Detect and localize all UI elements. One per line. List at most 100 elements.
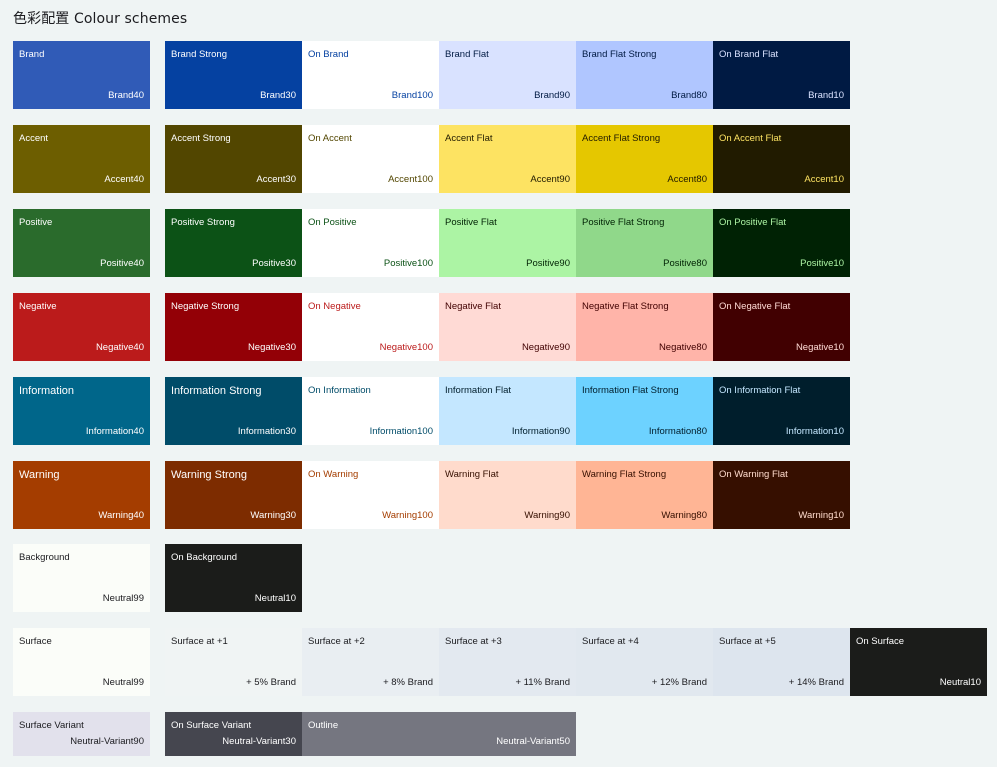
colour-swatch-negative-flat: Negative Flat Negative90 xyxy=(439,293,576,361)
swatch-token-label: Brand100 xyxy=(391,90,433,101)
colour-swatch-brand-flat-strong: Brand Flat Strong Brand80 xyxy=(576,41,713,109)
colour-swatch-on-warning: On Warning Warning100 xyxy=(302,461,439,529)
colour-swatch-on-positive: On Positive Positive100 xyxy=(302,209,439,277)
swatch-token-label: Positive30 xyxy=(252,258,296,269)
swatch-role-label: Brand Flat Strong xyxy=(582,49,657,60)
colour-swatch-on-background: On Background Neutral10 xyxy=(165,544,302,612)
swatch-role-label: On Warning xyxy=(308,469,359,480)
swatch-token-label: Brand80 xyxy=(671,90,707,101)
swatch-token-label: Positive100 xyxy=(383,258,433,269)
colour-swatch-on-brand-flat: On Brand Flat Brand10 xyxy=(713,41,850,109)
colour-swatch-positive-flat: Positive Flat Positive90 xyxy=(439,209,576,277)
swatch-token-label: Positive40 xyxy=(100,258,144,269)
colour-swatch-accent-strong: Accent Strong Accent30 xyxy=(165,125,302,193)
colour-swatch-surface-at-4: Surface at +4 + 12% Brand xyxy=(576,628,713,696)
swatch-role-label: On Background xyxy=(171,552,238,563)
swatch-role-label: Background xyxy=(19,552,70,563)
colour-swatch-on-positive-flat: On Positive Flat Positive10 xyxy=(713,209,850,277)
swatch-token-label: Neutral10 xyxy=(939,677,981,688)
swatch-role-label: Warning Flat Strong xyxy=(582,469,667,480)
colour-swatch-accent-flat-strong: Accent Flat Strong Accent80 xyxy=(576,125,713,193)
colour-swatch-information-flat-strong: Information Flat Strong Information80 xyxy=(576,377,713,445)
swatch-role-label: Surface at +1 xyxy=(171,636,228,647)
swatch-token-label: Information40 xyxy=(85,426,144,437)
page-title: 色彩配置 Colour schemes xyxy=(13,11,188,27)
colour-row-information: Information Information40 Information Stro… xyxy=(0,377,997,445)
swatch-role-label: Positive xyxy=(19,217,53,228)
colour-swatch-surface-at-5: Surface at +5 + 14% Brand xyxy=(713,628,850,696)
swatch-token-label: + 5% Brand xyxy=(246,677,296,688)
colour-swatch-information-strong: Information Strong Information30 xyxy=(165,377,302,445)
swatch-role-label: On Accent Flat xyxy=(719,133,782,144)
colour-swatch-negative: Negative Negative40 xyxy=(13,293,150,361)
swatch-role-label: Surface Variant xyxy=(19,720,84,731)
swatch-token-label: Neutral-Variant30 xyxy=(222,736,296,747)
swatch-token-label: Accent10 xyxy=(804,174,844,185)
colour-swatch-surface-at-1: Surface at +1 + 5% Brand xyxy=(165,628,302,696)
swatch-token-label: Negative80 xyxy=(658,342,707,353)
swatch-token-label: Positive90 xyxy=(526,258,570,269)
swatch-token-label: Warning100 xyxy=(382,510,433,521)
colour-swatch-brand-strong: Brand Strong Brand30 xyxy=(165,41,302,109)
colour-swatch-on-surface-variant: On Surface Variant Neutral-Variant30 xyxy=(165,712,302,756)
swatch-role-label: Negative Flat Strong xyxy=(582,301,669,312)
colour-swatch-negative-flat-strong: Negative Flat Strong Negative80 xyxy=(576,293,713,361)
swatch-token-label: Accent90 xyxy=(530,174,570,185)
colour-swatch-accent: Accent Accent40 xyxy=(13,125,150,193)
swatch-token-label: Neutral99 xyxy=(102,593,144,604)
colour-swatch-background: Background Neutral99 xyxy=(13,544,150,612)
swatch-token-label: Neutral-Variant50 xyxy=(496,736,570,747)
swatch-role-label: Positive Strong xyxy=(171,217,235,228)
swatch-role-label: Warning Flat xyxy=(445,469,499,480)
swatch-role-label: Information Flat xyxy=(445,385,511,396)
swatch-role-label: On Information Flat xyxy=(719,385,801,396)
swatch-role-label: On Positive xyxy=(308,217,357,228)
colour-swatch-on-negative: On Negative Negative100 xyxy=(302,293,439,361)
swatch-token-label: + 12% Brand xyxy=(651,677,707,688)
colour-swatch-information-flat: Information Flat Information90 xyxy=(439,377,576,445)
swatch-role-label: Surface at +3 xyxy=(445,636,502,647)
swatch-role-label: Brand Strong xyxy=(171,49,227,60)
swatch-role-label: Positive Flat xyxy=(445,217,497,228)
swatch-token-label: Information90 xyxy=(511,426,570,437)
swatch-token-label: Information30 xyxy=(237,426,296,437)
swatch-role-label: On Warning Flat xyxy=(719,469,788,480)
swatch-token-label: Positive80 xyxy=(663,258,707,269)
swatch-role-label: Accent Flat Strong xyxy=(582,133,661,144)
swatch-role-label: Negative xyxy=(19,301,57,312)
colour-row-accent: Accent Accent40 Accent Strong Accent30 On Ac… xyxy=(0,125,997,193)
swatch-role-label: Surface at +5 xyxy=(719,636,776,647)
swatch-role-label: On Negative xyxy=(308,301,361,312)
swatch-role-label: Negative Flat xyxy=(445,301,501,312)
swatch-token-label: Warning10 xyxy=(798,510,844,521)
swatch-role-label: Warning Strong xyxy=(171,469,248,481)
swatch-token-label: Neutral99 xyxy=(102,677,144,688)
swatch-role-label: On Negative Flat xyxy=(719,301,791,312)
swatch-role-label: Brand Flat xyxy=(445,49,489,60)
colour-swatch-outline: Outline Neutral-Variant50 xyxy=(302,712,576,756)
swatch-token-label: Negative30 xyxy=(247,342,296,353)
colour-swatch-on-brand: On Brand Brand100 xyxy=(302,41,439,109)
colour-swatch-surface-at-2: Surface at +2 + 8% Brand xyxy=(302,628,439,696)
swatch-token-label: Information10 xyxy=(785,426,844,437)
colour-swatch-accent-flat: Accent Flat Accent90 xyxy=(439,125,576,193)
swatch-role-label: Accent xyxy=(19,133,49,144)
colour-swatch-negative-strong: Negative Strong Negative30 xyxy=(165,293,302,361)
swatch-token-label: Information100 xyxy=(369,426,433,437)
swatch-role-label: Information xyxy=(19,385,75,397)
swatch-role-label: On Positive Flat xyxy=(719,217,787,228)
colour-swatch-positive: Positive Positive40 xyxy=(13,209,150,277)
colour-swatch-on-accent-flat: On Accent Flat Accent10 xyxy=(713,125,850,193)
swatch-token-label: Neutral-Variant90 xyxy=(70,736,144,747)
colour-swatch-brand: Brand Brand40 xyxy=(13,41,150,109)
colour-swatch-surface: Surface Neutral99 xyxy=(13,628,150,696)
swatch-token-label: Negative100 xyxy=(379,342,433,353)
swatch-token-label: Negative10 xyxy=(795,342,844,353)
swatch-token-label: + 8% Brand xyxy=(383,677,433,688)
colour-swatch-surface-variant: Surface Variant Neutral-Variant90 xyxy=(13,712,150,756)
colour-row-variant: Surface Variant Neutral-Variant90 On Surfa… xyxy=(0,712,997,756)
swatch-token-label: Accent80 xyxy=(667,174,707,185)
swatch-role-label: On Accent xyxy=(308,133,352,144)
colour-swatch-warning-strong: Warning Strong Warning30 xyxy=(165,461,302,529)
colour-swatch-on-surface: On Surface Neutral10 xyxy=(850,628,987,696)
